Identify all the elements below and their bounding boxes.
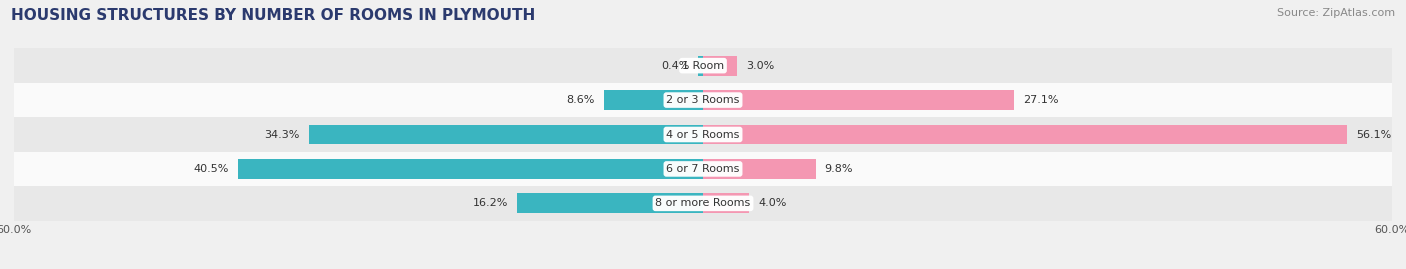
Bar bbox=[309, 125, 703, 144]
Text: 40.5%: 40.5% bbox=[194, 164, 229, 174]
Text: 2 or 3 Rooms: 2 or 3 Rooms bbox=[666, 95, 740, 105]
Text: 4 or 5 Rooms: 4 or 5 Rooms bbox=[666, 129, 740, 140]
Bar bbox=[517, 193, 703, 213]
Text: 4.0%: 4.0% bbox=[758, 198, 786, 208]
Bar bbox=[699, 56, 703, 76]
Text: Source: ZipAtlas.com: Source: ZipAtlas.com bbox=[1277, 8, 1395, 18]
Bar bbox=[14, 186, 1392, 221]
Bar bbox=[605, 90, 703, 110]
Text: 6 or 7 Rooms: 6 or 7 Rooms bbox=[666, 164, 740, 174]
Bar bbox=[14, 48, 1392, 83]
Bar bbox=[238, 159, 703, 179]
Text: 27.1%: 27.1% bbox=[1024, 95, 1059, 105]
Text: HOUSING STRUCTURES BY NUMBER OF ROOMS IN PLYMOUTH: HOUSING STRUCTURES BY NUMBER OF ROOMS IN… bbox=[11, 8, 536, 23]
Text: 1 Room: 1 Room bbox=[682, 61, 724, 71]
Bar bbox=[14, 152, 1392, 186]
Text: 0.4%: 0.4% bbox=[661, 61, 689, 71]
Bar bbox=[703, 125, 1347, 144]
Text: 8 or more Rooms: 8 or more Rooms bbox=[655, 198, 751, 208]
Text: 9.8%: 9.8% bbox=[825, 164, 853, 174]
Bar bbox=[703, 193, 749, 213]
Text: 16.2%: 16.2% bbox=[472, 198, 508, 208]
Bar bbox=[14, 83, 1392, 117]
Bar bbox=[14, 117, 1392, 152]
Bar bbox=[703, 90, 1014, 110]
Text: 56.1%: 56.1% bbox=[1357, 129, 1392, 140]
Text: 3.0%: 3.0% bbox=[747, 61, 775, 71]
Text: 34.3%: 34.3% bbox=[264, 129, 299, 140]
Text: 8.6%: 8.6% bbox=[567, 95, 595, 105]
Bar bbox=[703, 159, 815, 179]
Bar bbox=[703, 56, 738, 76]
